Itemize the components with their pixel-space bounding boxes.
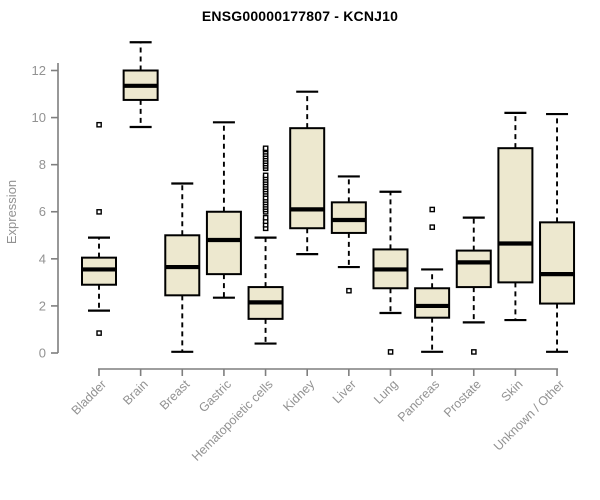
x-tick-label-breast: Breast: [157, 377, 193, 413]
outlier-point: [346, 287, 352, 294]
y-tick-label: 10: [32, 110, 46, 125]
y-tick-label: 8: [39, 157, 46, 172]
x-tick-label-kidney: Kidney: [280, 377, 317, 414]
chart-title: ENSG00000177807 - KCNJ10: [201, 8, 399, 24]
x-tick-label-pancreas: Pancreas: [395, 377, 442, 424]
box-brain: [122, 41, 159, 129]
x-tick-label-prostate: Prostate: [441, 377, 484, 420]
box-hematopoietic-cells: [247, 145, 284, 345]
box-gastric: [205, 121, 242, 299]
iqr-box: [497, 147, 534, 284]
iqr-box: [289, 127, 326, 230]
x-tick-label-hematopoietic-cells: Hematopoietic cells: [189, 377, 276, 464]
box-liver: [330, 175, 367, 294]
outlier-point: [262, 214, 269, 221]
outlier-point: [262, 145, 269, 152]
x-tick-label-lung: Lung: [371, 377, 401, 407]
x-tick-label-liver: Liver: [330, 377, 359, 406]
outlier-point: [429, 224, 436, 230]
x-tick-label-unknown-other: Unknown / Other: [491, 377, 567, 453]
y-tick-label: 12: [32, 63, 46, 78]
iqr-box: [539, 221, 576, 305]
box-unknown-other: [539, 112, 576, 353]
outlier-point: [387, 349, 394, 355]
iqr-box: [414, 287, 451, 319]
box-prostate: [455, 216, 492, 355]
x-tick-label-bladder: Bladder: [69, 377, 109, 417]
y-tick-label: 4: [39, 251, 46, 266]
y-tick-label: 6: [39, 204, 46, 219]
x-tick-label-gastric: Gastric: [196, 377, 234, 415]
iqr-box: [330, 201, 367, 234]
outlier-point: [429, 206, 436, 213]
box-lung: [372, 190, 409, 355]
box-skin: [497, 111, 534, 322]
y-tick-label: 0: [39, 346, 46, 361]
box-kidney: [289, 90, 326, 256]
y-axis: 0 2 4 6 8 10 12 Expression: [4, 63, 59, 361]
y-tick-label: 2: [39, 298, 46, 313]
box-bladder: [81, 121, 117, 336]
iqr-box: [455, 249, 492, 289]
outlier-point: [96, 209, 102, 215]
x-tick-label-skin: Skin: [498, 377, 525, 404]
outlier-point: [96, 121, 102, 128]
iqr-box: [205, 210, 242, 276]
outlier-point: [96, 330, 102, 336]
box-breast: [164, 182, 201, 353]
x-tick-label-brain: Brain: [120, 377, 151, 408]
outlier-point: [262, 172, 269, 179]
box-pancreas: [414, 206, 451, 353]
y-axis-label: Expression: [4, 180, 19, 244]
outlier-point: [471, 349, 477, 355]
